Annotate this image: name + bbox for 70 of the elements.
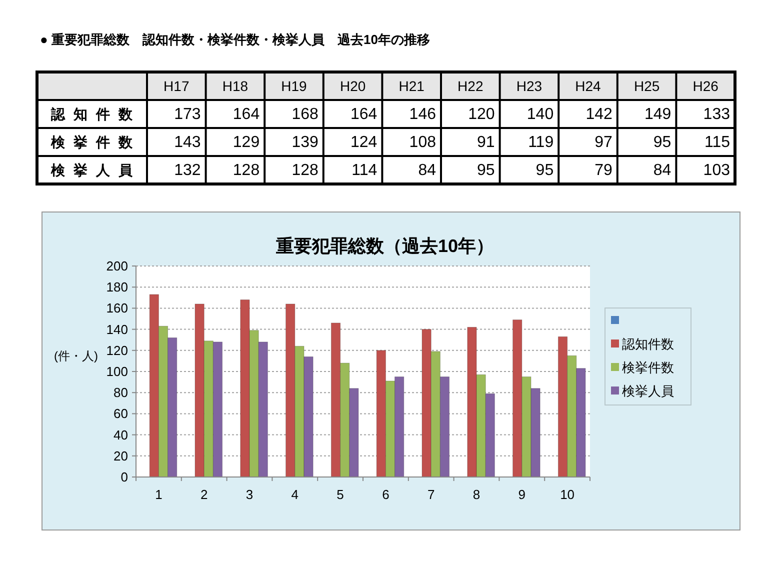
ytick: 200 <box>106 258 128 274</box>
xtick: 10 <box>560 487 575 502</box>
ylabel: (件・人) <box>54 349 98 363</box>
ytick: 180 <box>106 280 128 295</box>
column-header: H17 <box>164 78 190 94</box>
ytick: 100 <box>106 364 128 379</box>
data-label: 95 <box>477 162 495 179</box>
column-header: H20 <box>340 78 366 94</box>
data-label: 103 <box>703 162 730 179</box>
data-label: 146 <box>409 106 436 123</box>
data-label: 129 <box>232 134 260 151</box>
data-label: 84 <box>653 162 672 179</box>
ytick: 160 <box>106 300 128 316</box>
data-label: 91 <box>477 134 495 151</box>
data-label: 142 <box>586 106 612 123</box>
ytick: 20 <box>114 448 128 464</box>
data-label: 140 <box>526 106 554 123</box>
data-label: 97 <box>594 134 612 151</box>
ytick: 0 <box>120 470 128 484</box>
data-label: 119 <box>528 134 554 151</box>
legend-label: 認知件数 <box>622 336 674 352</box>
ytick: 80 <box>114 385 128 400</box>
xtick: 3 <box>246 487 254 502</box>
data-label: 133 <box>703 106 730 123</box>
row-header: 認知件数 <box>51 106 141 122</box>
data-label: 120 <box>468 106 495 123</box>
xtick: 1 <box>155 487 162 502</box>
data-label: 114 <box>352 162 378 179</box>
data-label: 84 <box>418 162 436 179</box>
data-label: 149 <box>644 106 672 123</box>
data-label: 168 <box>292 106 318 123</box>
data-label: 143 <box>174 134 201 151</box>
ytick: 60 <box>114 406 128 422</box>
data-label: 95 <box>536 162 554 179</box>
data-label: 95 <box>653 134 672 151</box>
data-label: 124 <box>350 134 378 151</box>
column-header: H24 <box>575 78 601 94</box>
data-label: 173 <box>174 106 201 123</box>
ytick: 40 <box>114 427 128 442</box>
xtick: 7 <box>427 487 435 502</box>
ytick: 140 <box>106 322 128 337</box>
data-label: 108 <box>409 134 436 151</box>
xtick: 6 <box>382 487 390 502</box>
xtick: 4 <box>291 487 299 502</box>
column-header: H21 <box>398 78 424 94</box>
row-header: 検挙人員 <box>51 162 141 178</box>
column-header: H19 <box>281 78 307 94</box>
column-header: H26 <box>692 78 718 94</box>
data-label: 164 <box>350 106 378 123</box>
legend-label: 検挙人員 <box>622 384 674 398</box>
title: ● 重要犯罪総数 認知件数・検挙件数・検挙人員 過去10年の推移 <box>40 32 430 47</box>
data-label: 115 <box>704 134 730 151</box>
row-header: 検挙件数 <box>51 134 141 150</box>
data-label: 139 <box>292 134 318 151</box>
xtick: 8 <box>472 487 480 502</box>
legend-label: 検挙件数 <box>622 360 674 375</box>
data-label: 132 <box>174 162 201 179</box>
column-header: H18 <box>222 78 248 94</box>
column-header: H22 <box>458 78 484 94</box>
data-label: 128 <box>292 162 318 179</box>
title: 重要犯罪総数（過去10年） <box>276 236 494 256</box>
xtick: 9 <box>518 487 526 502</box>
ytick: 120 <box>106 342 128 358</box>
column-header: H25 <box>634 78 660 94</box>
xtick: 5 <box>336 487 344 502</box>
data-label: 128 <box>232 162 260 179</box>
data-label: 164 <box>232 106 260 123</box>
column-header: H23 <box>516 78 542 94</box>
data-label: 79 <box>594 162 612 179</box>
xtick: 2 <box>200 487 208 502</box>
